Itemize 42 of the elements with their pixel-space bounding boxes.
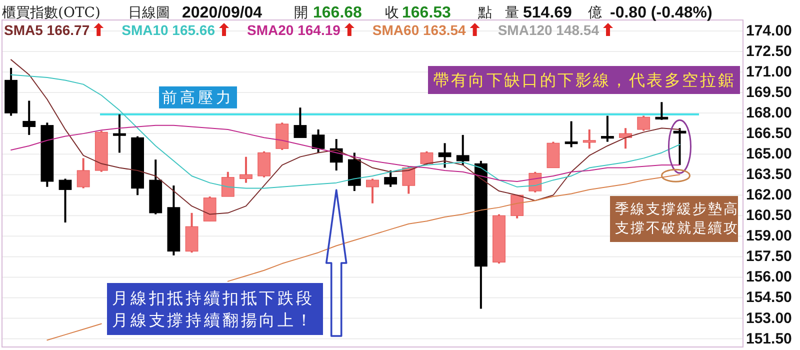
y-tick-label: 171.00: [746, 63, 792, 80]
y-tick-label: 168.00: [746, 104, 792, 122]
y-tick-label: 156.00: [746, 268, 792, 286]
note-box: 月線扣抵持續扣抵下跌段 月線支撐持續翻揚向上！: [107, 283, 323, 335]
chart-subtitle: 日線圖: [128, 5, 170, 21]
annotation: 2020/09/04: [182, 4, 262, 22]
y-tick-label: 154.50: [746, 289, 792, 306]
annotation: 支撐不破就是續攻: [615, 220, 739, 236]
annotation: 開: [294, 5, 308, 21]
annotation: 166.68: [313, 4, 362, 22]
annotation: 帶有向下缺口的下影線，代表多空拉鋸: [433, 70, 736, 90]
annotation: 月線扣抵持續扣抵下跌段: [112, 288, 314, 308]
y-tick-label: 172.50: [746, 42, 792, 60]
y-tick-label: 169.50: [746, 84, 792, 102]
chart-title: 櫃買指數(OTC): [2, 5, 100, 21]
annotation: 月線支撐持續翻揚向上！: [112, 310, 314, 330]
y-tick-label: 153.00: [746, 310, 792, 327]
y-tick-label: 159.00: [746, 228, 792, 245]
note-box: 季線支撐緩步墊高 支撐不破就是續攻: [610, 196, 739, 242]
annotation: SMA120 148.54: [498, 22, 600, 38]
y-tick-label: 157.50: [746, 248, 792, 266]
series-label: SMA5 166.77: [4, 22, 90, 38]
annotation: 166.53: [402, 4, 452, 22]
annotation: 量: [505, 5, 519, 21]
y-tick-label: 165.00: [746, 146, 792, 163]
ref-label: 前高壓力: [159, 86, 237, 108]
note-box: 帶有向下缺口的下影線，代表多空拉鋸: [428, 66, 740, 94]
annotation: -0.80 (-0.48%): [610, 4, 712, 22]
y-tick-label: 174.00: [746, 22, 792, 40]
text: SMA20 164.19: [247, 22, 341, 38]
y-tick-label: 160.50: [746, 207, 792, 224]
annotation: 季線支撐緩步墊高: [615, 202, 739, 218]
annotation: 514.69: [523, 4, 572, 22]
annotation: 點: [477, 5, 492, 21]
y-tick-label: 151.50: [746, 330, 792, 348]
y-tick-label: 163.50: [746, 166, 792, 184]
annotation: 收: [385, 5, 399, 21]
annotation: 億: [588, 5, 602, 21]
y-tick-label: 166.50: [746, 125, 792, 142]
text: SMA60 163.54: [372, 22, 466, 38]
y-tick-label: 162.00: [746, 186, 792, 204]
text: SMA10 165.66: [122, 22, 216, 38]
